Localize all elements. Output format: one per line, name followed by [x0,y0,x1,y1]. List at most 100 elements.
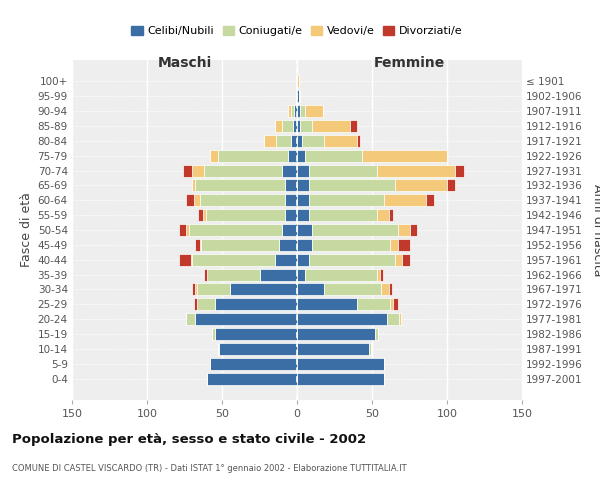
Bar [305,268,377,280]
Text: Popolazione per età, sesso e stato civile - 2002: Popolazione per età, sesso e stato civil… [12,432,366,446]
Bar [203,209,205,221]
Bar [192,254,275,266]
Bar [218,343,219,355]
Bar [179,224,186,236]
Bar [312,224,398,236]
Bar [218,150,288,162]
Bar [393,298,398,310]
Bar [288,105,291,117]
Bar [207,268,260,280]
Bar [297,164,309,176]
Bar [455,164,464,176]
Bar [297,343,369,355]
Bar [398,224,409,236]
Bar [296,90,297,102]
Bar [276,135,291,147]
Bar [377,164,455,176]
Bar [402,254,409,266]
Bar [409,224,417,236]
Bar [297,150,305,162]
Bar [195,239,199,251]
Bar [264,135,276,147]
Bar [297,90,299,102]
Bar [195,313,297,325]
Bar [275,120,282,132]
Bar [297,254,309,266]
Bar [195,284,197,296]
Bar [381,284,389,296]
Bar [297,180,309,192]
Bar [302,135,324,147]
Bar [186,313,195,325]
Bar [293,120,297,132]
Bar [305,150,361,162]
Bar [215,328,297,340]
Bar [300,105,305,117]
Bar [324,284,381,296]
Bar [282,224,297,236]
Bar [297,209,309,221]
Bar [205,209,285,221]
Bar [207,372,297,384]
Bar [357,298,390,310]
Bar [186,224,189,236]
Bar [398,239,409,251]
Bar [349,120,357,132]
Bar [204,164,282,176]
Bar [297,284,324,296]
Bar [219,343,297,355]
Bar [197,298,215,310]
Bar [197,284,229,296]
Bar [309,164,377,176]
Bar [191,254,192,266]
Bar [389,284,392,296]
Bar [390,298,393,310]
Bar [300,120,312,132]
Bar [199,239,201,251]
Bar [193,298,197,310]
Bar [309,194,384,206]
Bar [361,150,447,162]
Bar [377,209,389,221]
Bar [299,90,300,102]
Bar [195,180,285,192]
Bar [288,150,297,162]
Bar [369,343,371,355]
Bar [297,268,305,280]
Bar [210,150,218,162]
Text: Maschi: Maschi [157,56,212,70]
Bar [399,313,401,325]
Bar [387,313,399,325]
Bar [296,76,297,88]
Bar [279,239,297,251]
Bar [193,194,199,206]
Bar [305,105,323,117]
Bar [291,135,297,147]
Bar [312,239,390,251]
Bar [390,239,398,251]
Bar [204,268,207,280]
Bar [297,76,299,88]
Bar [297,194,309,206]
Bar [297,120,300,132]
Bar [215,298,297,310]
Bar [229,284,297,296]
Bar [389,209,393,221]
Bar [395,180,447,192]
Bar [282,164,297,176]
Bar [297,224,312,236]
Legend: Celibi/Nubili, Coniugati/e, Vedovi/e, Divorziati/e: Celibi/Nubili, Coniugati/e, Vedovi/e, Di… [127,22,467,40]
Bar [297,105,300,117]
Bar [297,239,312,251]
Bar [198,209,203,221]
Bar [297,298,357,310]
Text: Femmine: Femmine [374,56,445,70]
Bar [186,194,193,206]
Bar [285,180,297,192]
Bar [384,194,426,206]
Y-axis label: Fasce di età: Fasce di età [20,192,34,268]
Bar [179,254,191,266]
Bar [201,239,279,251]
Bar [189,224,282,236]
Bar [357,135,360,147]
